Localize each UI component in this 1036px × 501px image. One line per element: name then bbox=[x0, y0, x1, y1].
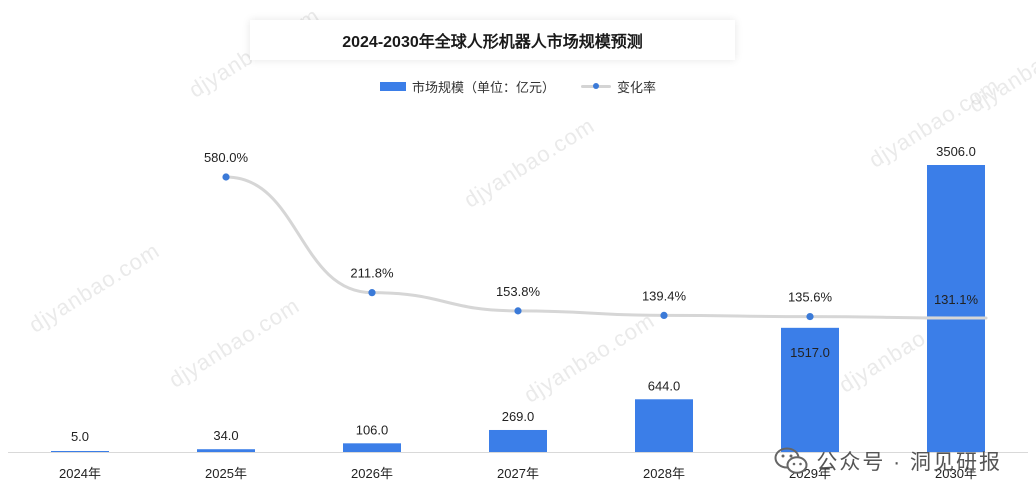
bar-label-6: 1517.0 bbox=[790, 345, 830, 360]
bar-7[interactable] bbox=[927, 165, 985, 452]
bar-4[interactable] bbox=[489, 429, 547, 452]
x-tick-label-1: 2024年 bbox=[59, 466, 101, 481]
legend-label-line: 变化率 bbox=[617, 79, 657, 95]
rate-point-5[interactable] bbox=[660, 311, 668, 319]
bar-1[interactable] bbox=[51, 451, 109, 452]
rate-point-3[interactable] bbox=[368, 289, 376, 297]
bar-label-1: 5.0 bbox=[71, 429, 89, 444]
rate-point-6[interactable] bbox=[806, 312, 814, 321]
bar-6[interactable] bbox=[781, 327, 839, 452]
rate-line bbox=[224, 175, 958, 320]
x-tick-label-7: 2030年 bbox=[935, 466, 977, 481]
x-tick-label-5: 2028年 bbox=[643, 466, 685, 481]
wechat-icon bbox=[774, 447, 808, 474]
bar-3[interactable] bbox=[343, 443, 401, 452]
chart-title: 2024-2030年全球人形机器人市场规模预测 bbox=[250, 20, 735, 60]
legend-item-line[interactable]: 变化率 bbox=[581, 77, 656, 96]
rate-point-4[interactable] bbox=[514, 307, 522, 315]
bar-label-4: 269.0 bbox=[502, 409, 535, 424]
footer-brand: 公众号 · 洞见研报 bbox=[774, 446, 1002, 476]
bar-2[interactable] bbox=[197, 449, 255, 452]
legend-label-bar: 市场规模（单位：亿元） bbox=[411, 79, 555, 95]
bar-label-5: 644.0 bbox=[648, 378, 681, 393]
rate-label-2: 580.0% bbox=[204, 150, 249, 165]
bar-label-2: 34.0 bbox=[213, 428, 238, 443]
x-tick-label-4: 2027年 bbox=[497, 466, 539, 481]
rate-point-2[interactable] bbox=[222, 173, 230, 181]
rate-label-6: 135.6% bbox=[788, 290, 833, 305]
x-tick-label-2: 2025年 bbox=[205, 466, 247, 481]
legend-item-bar[interactable]: 市场规模（单位：亿元） bbox=[379, 77, 555, 96]
legend-bar-swatch bbox=[379, 81, 406, 91]
legend: 市场规模（单位：亿元） 变化率 bbox=[0, 76, 1036, 96]
footer-text: 公众号 · 洞见研报 bbox=[816, 451, 1002, 474]
bar-5[interactable] bbox=[635, 399, 693, 452]
bar-label-3: 106.0 bbox=[356, 422, 389, 437]
legend-line-swatch bbox=[581, 81, 611, 91]
x-tick-label-3: 2026年 bbox=[351, 466, 393, 481]
rate-label-3: 211.8% bbox=[350, 266, 394, 281]
bar-label-7: 3506.0 bbox=[936, 144, 976, 159]
rate-label-7: 131.1% bbox=[934, 292, 979, 307]
rate-label-5: 139.4% bbox=[642, 288, 687, 303]
rate-label-4: 153.8% bbox=[496, 284, 541, 299]
